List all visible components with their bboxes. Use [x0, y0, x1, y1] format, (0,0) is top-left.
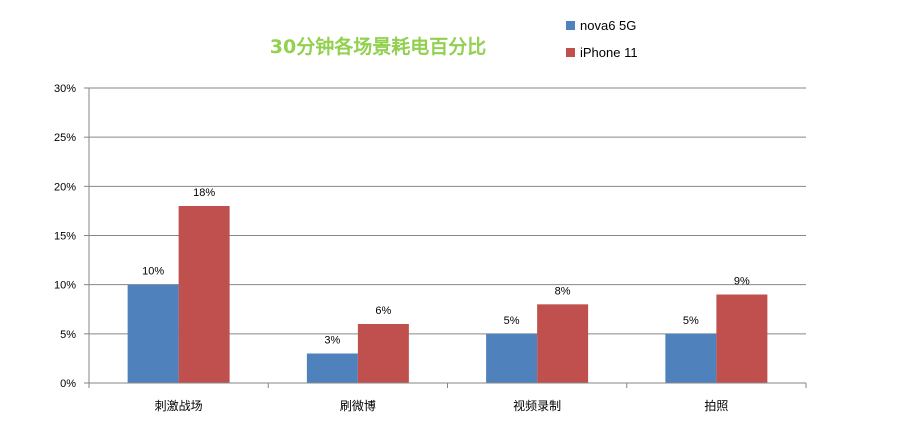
legend-label: iPhone 11	[580, 45, 638, 60]
y-tick-label: 25%	[54, 132, 76, 144]
data-label: 3%	[324, 335, 340, 347]
data-label: 10%	[142, 266, 164, 278]
data-label: 5%	[683, 315, 699, 327]
bar	[357, 324, 409, 383]
category-label: 拍照	[704, 398, 728, 413]
data-label: 5%	[504, 315, 520, 327]
legend: nova6 5G iPhone 11	[566, 18, 638, 60]
y-tick-label: 30%	[54, 83, 76, 95]
legend-swatch	[566, 48, 575, 57]
chart-title: 30分钟各场景耗电百分比	[270, 35, 486, 58]
y-tick-label: 15%	[54, 231, 76, 243]
bar	[486, 333, 538, 383]
data-label: 18%	[193, 187, 215, 199]
bar	[306, 353, 358, 383]
y-tick-label: 20%	[54, 181, 76, 193]
data-label: 6%	[375, 305, 391, 317]
bar	[716, 294, 768, 383]
data-label: 9%	[734, 276, 750, 288]
y-axis-ticks: 0% 5% 10% 15% 20% 25% 30%	[54, 83, 89, 390]
category-label: 刺激战场	[155, 399, 203, 413]
bar	[178, 206, 230, 383]
y-tick-label: 10%	[54, 280, 76, 292]
category-label: 刷微博	[340, 398, 376, 413]
y-tick-label: 5%	[60, 329, 76, 341]
bar	[127, 284, 179, 383]
category-label: 视频录制	[513, 398, 561, 413]
category-labels: 刺激战场 刷微博 视频录制 拍照	[155, 398, 729, 413]
y-tick-label: 0%	[60, 378, 76, 390]
data-label: 8%	[555, 285, 571, 297]
data-labels: 10% 18% 3% 6% 5% 8% 5% 9%	[142, 187, 750, 347]
legend-label: nova6 5G	[580, 18, 636, 33]
legend-swatch	[566, 21, 575, 30]
bars	[127, 206, 768, 383]
bar	[537, 304, 589, 383]
bar	[665, 333, 717, 383]
axes	[88, 88, 807, 388]
